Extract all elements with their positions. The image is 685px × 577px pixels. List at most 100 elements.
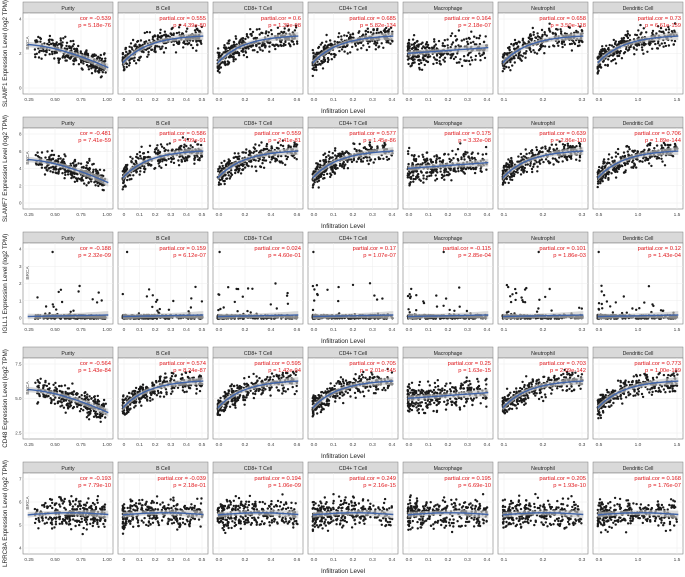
data-point xyxy=(225,177,229,180)
data-point xyxy=(655,32,658,35)
data-point xyxy=(347,31,350,34)
data-point xyxy=(529,164,532,167)
data-point xyxy=(358,142,361,146)
data-point xyxy=(61,41,64,44)
data-point xyxy=(159,143,163,146)
data-point xyxy=(69,56,73,59)
x-tick-label: 0.3 xyxy=(167,97,174,103)
data-point xyxy=(376,41,379,45)
data-point xyxy=(411,174,415,177)
data-point xyxy=(191,146,194,149)
data-point xyxy=(57,154,60,158)
data-point xyxy=(433,40,436,43)
data-point xyxy=(315,51,318,54)
data-point xyxy=(481,153,484,156)
data-point xyxy=(362,156,365,160)
data-point xyxy=(267,31,270,34)
data-point xyxy=(602,158,606,161)
data-point xyxy=(158,150,162,154)
data-point xyxy=(471,59,474,62)
data-point xyxy=(485,168,488,171)
data-point xyxy=(186,42,189,45)
data-point xyxy=(455,38,459,41)
data-point xyxy=(124,46,128,50)
data-point xyxy=(471,157,474,160)
data-point xyxy=(336,167,339,170)
data-point xyxy=(382,46,385,49)
data-point xyxy=(443,56,447,59)
data-point xyxy=(656,47,660,50)
data-point xyxy=(253,49,256,52)
data-point xyxy=(365,156,369,159)
data-point xyxy=(262,149,265,152)
data-point xyxy=(133,56,136,59)
data-point xyxy=(414,48,417,51)
data-point xyxy=(79,162,83,165)
data-point xyxy=(437,157,441,160)
data-point xyxy=(544,147,547,150)
data-point xyxy=(522,155,525,158)
data-point xyxy=(274,47,277,51)
data-point xyxy=(607,173,610,176)
data-point xyxy=(65,41,69,44)
data-point xyxy=(69,40,73,43)
data-point xyxy=(217,47,220,50)
data-point xyxy=(268,45,271,48)
data-point xyxy=(130,177,133,181)
data-point xyxy=(413,61,416,64)
data-point xyxy=(552,163,555,166)
data-point xyxy=(418,178,421,181)
data-point xyxy=(530,150,533,153)
data-point xyxy=(646,144,649,147)
data-point xyxy=(100,75,103,78)
data-point xyxy=(328,157,331,161)
data-point xyxy=(127,64,131,67)
x-tick-label: 1.00 xyxy=(102,212,112,218)
data-point xyxy=(536,32,539,35)
data-point xyxy=(316,180,319,183)
data-point xyxy=(140,145,143,148)
data-point xyxy=(387,41,390,44)
data-point xyxy=(224,63,227,67)
data-point xyxy=(636,150,639,153)
data-point xyxy=(59,288,63,291)
data-point xyxy=(522,168,525,171)
data-point xyxy=(377,46,380,49)
data-point xyxy=(135,155,138,159)
data-point xyxy=(425,151,428,154)
data-point xyxy=(601,180,604,183)
data-point xyxy=(407,162,410,166)
data-point xyxy=(372,161,375,164)
data-point xyxy=(554,33,558,36)
data-point xyxy=(270,158,273,161)
data-point xyxy=(64,35,67,38)
data-point xyxy=(358,30,361,33)
data-point xyxy=(154,166,157,170)
data-point xyxy=(510,156,513,160)
data-point xyxy=(100,299,103,302)
data-point xyxy=(350,36,353,39)
data-point xyxy=(557,160,560,164)
data-point xyxy=(97,71,101,74)
data-point xyxy=(428,55,432,58)
data-point xyxy=(452,57,456,61)
data-point xyxy=(104,71,107,74)
data-point xyxy=(541,35,544,38)
data-point xyxy=(138,43,141,47)
data-point xyxy=(483,56,487,60)
data-point xyxy=(93,181,96,184)
data-point xyxy=(261,162,264,165)
data-point xyxy=(264,148,267,151)
data-point xyxy=(255,43,258,47)
facet-strip-label: Neutrophil xyxy=(531,6,555,12)
data-point xyxy=(426,159,429,162)
data-point xyxy=(479,169,482,173)
data-point xyxy=(164,46,168,50)
data-point xyxy=(664,44,668,48)
data-point xyxy=(640,31,643,34)
data-point xyxy=(421,153,424,156)
data-point xyxy=(618,52,621,55)
data-point xyxy=(87,65,90,68)
